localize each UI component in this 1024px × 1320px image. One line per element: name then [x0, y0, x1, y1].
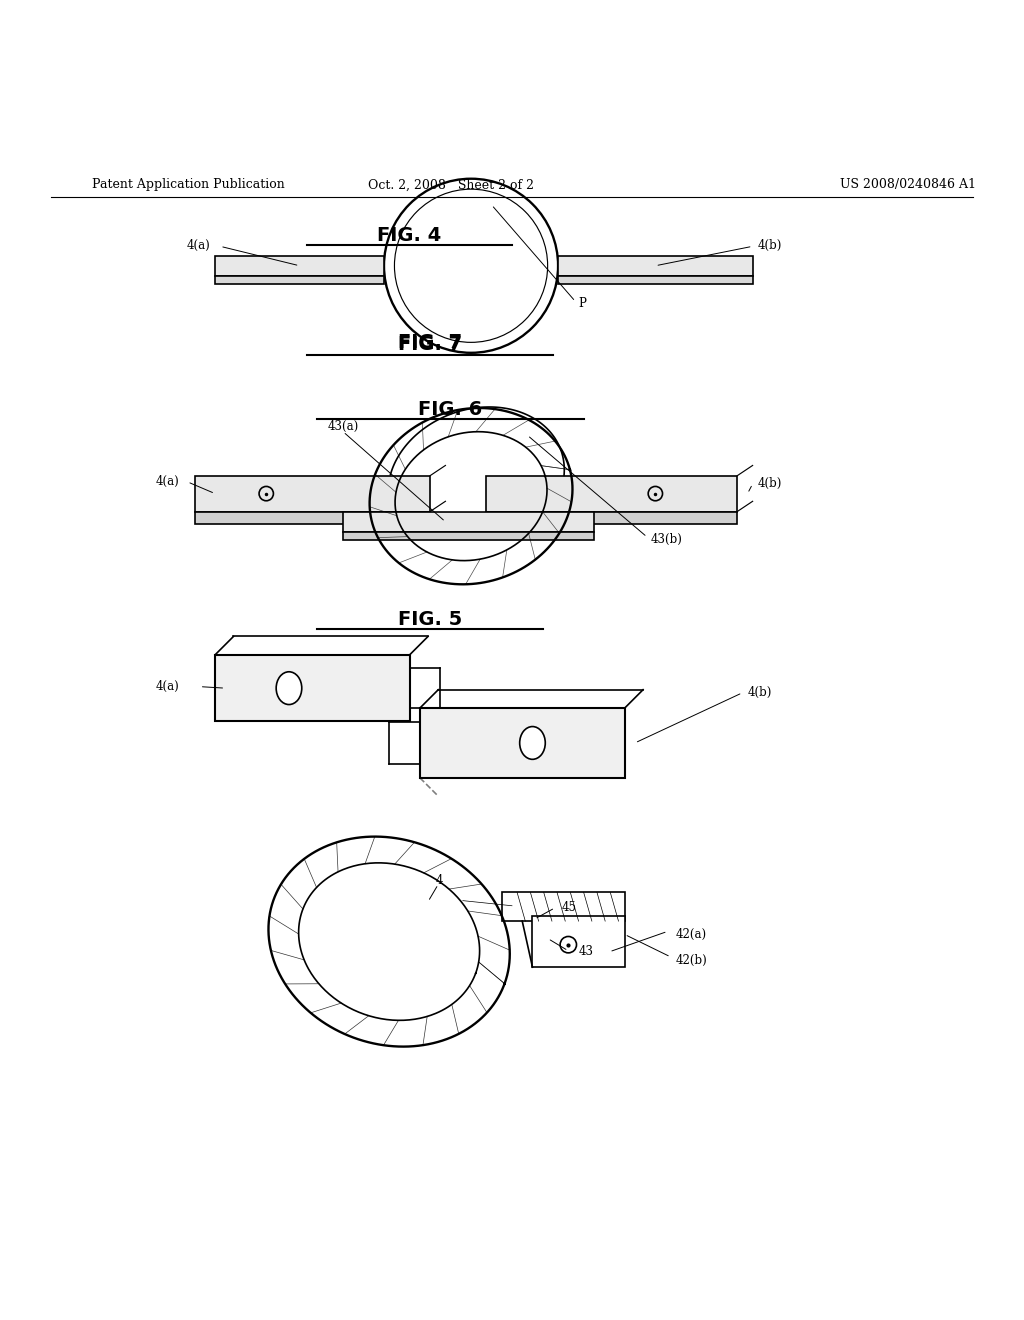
Text: 4: 4	[435, 874, 442, 887]
Bar	[558, 276, 753, 284]
Text: 43: 43	[579, 945, 594, 958]
Text: FIG. 4: FIG. 4	[378, 226, 441, 244]
Bar	[558, 256, 753, 276]
Bar	[215, 276, 384, 284]
Text: US 2008/0240846 A1: US 2008/0240846 A1	[840, 178, 976, 191]
Text: 42(a): 42(a)	[676, 928, 707, 941]
Text: FIG. 5: FIG. 5	[398, 610, 462, 628]
Text: 4(b): 4(b)	[758, 239, 782, 252]
Text: FIG. 7: FIG. 7	[398, 335, 462, 354]
Text: Oct. 2, 2008   Sheet 2 of 2: Oct. 2, 2008 Sheet 2 of 2	[368, 178, 534, 191]
Circle shape	[394, 189, 548, 342]
Text: 42(b): 42(b)	[676, 953, 708, 966]
Ellipse shape	[276, 672, 302, 705]
Text: 4(a): 4(a)	[186, 239, 210, 252]
Bar	[486, 475, 737, 512]
Bar	[195, 475, 430, 512]
Bar	[195, 512, 430, 524]
FancyBboxPatch shape	[532, 916, 625, 968]
FancyBboxPatch shape	[502, 892, 625, 921]
Bar	[215, 655, 410, 722]
Bar	[343, 512, 594, 532]
Text: 4(a): 4(a)	[156, 475, 179, 488]
Circle shape	[384, 178, 558, 352]
Text: 43(a): 43(a)	[328, 420, 358, 433]
Bar	[486, 512, 737, 524]
Bar	[343, 532, 594, 540]
Ellipse shape	[520, 726, 545, 759]
Text: 45: 45	[561, 902, 577, 915]
Text: FIG. 6: FIG. 6	[419, 400, 482, 418]
Text: P: P	[579, 297, 587, 310]
Text: 43(b): 43(b)	[650, 533, 682, 545]
Text: 4(b): 4(b)	[758, 478, 782, 490]
Text: 4(a): 4(a)	[156, 680, 179, 693]
Text: FIG. 7: FIG. 7	[398, 333, 462, 352]
Bar	[420, 708, 625, 777]
Text: 4(b): 4(b)	[748, 686, 772, 700]
Bar	[215, 256, 384, 276]
Text: Patent Application Publication: Patent Application Publication	[92, 178, 285, 191]
